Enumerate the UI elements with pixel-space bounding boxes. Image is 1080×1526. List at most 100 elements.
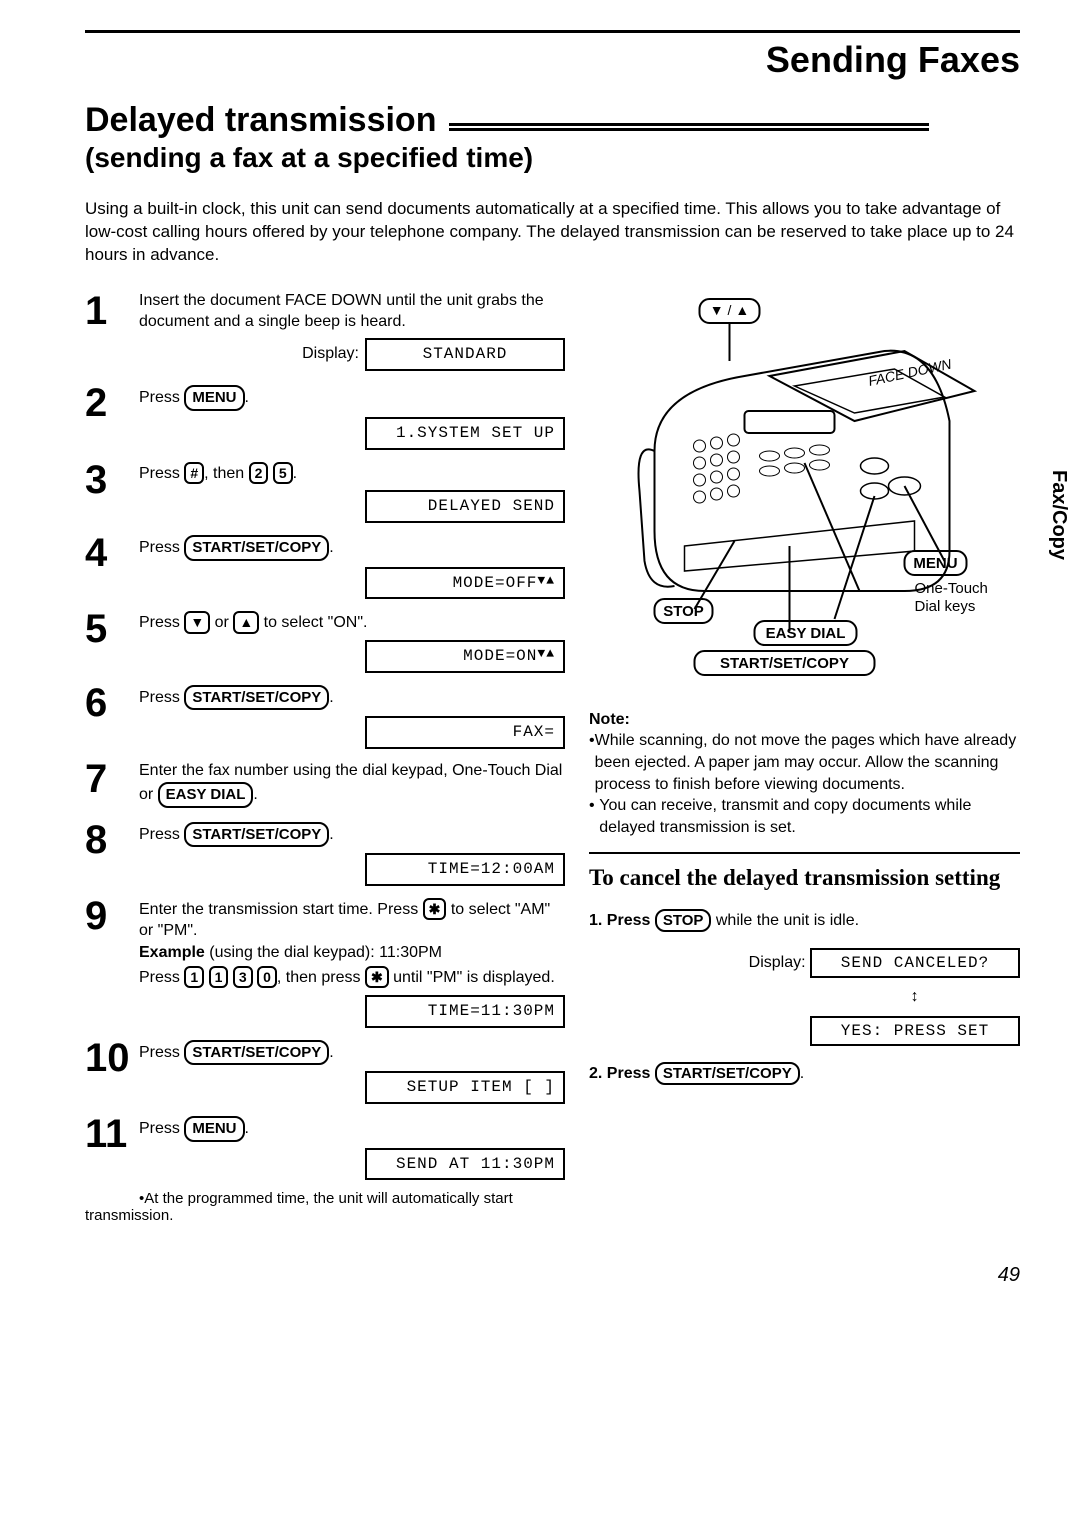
step-text: Insert the document FACE DOWN until the … — [139, 292, 544, 330]
step-text: to select "ON". — [264, 614, 368, 631]
step-text: Press — [139, 826, 184, 843]
page-number: 49 — [85, 1264, 1020, 1287]
star-key[interactable]: ✱ — [423, 898, 447, 920]
diagram-arrows-label: ▼ / ▲ — [710, 302, 749, 318]
step-3: 3 Press #, then 2 5. DELAYED SEND — [85, 460, 565, 524]
digit-key[interactable]: 1 — [209, 966, 229, 988]
step-text: , then — [204, 465, 248, 482]
cancel-step-text: . — [800, 1065, 804, 1082]
step-num: 2 — [85, 383, 139, 449]
step-7: 7 Enter the fax number using the dial ke… — [85, 759, 565, 809]
diagram-onetouch-label: One-Touch — [915, 580, 988, 597]
easydial-button[interactable]: EASY DIAL — [158, 782, 254, 808]
digit-key[interactable]: 3 — [233, 966, 253, 988]
note-block: Note: •While scanning, do not move the p… — [589, 709, 1020, 839]
step-10: 10 Press START/SET/COPY. SETUP ITEM [ ] — [85, 1038, 565, 1104]
title-sub: (sending a fax at a specified time) — [85, 142, 1020, 174]
step-text: . — [293, 465, 297, 482]
step-text: . — [245, 1120, 249, 1137]
fax-diagram: ▼ / ▲ FACE DOWN MENU One-Touch Dial keys… — [589, 291, 1020, 686]
step-text: . — [329, 539, 333, 556]
step-num: 5 — [85, 609, 139, 673]
lcd: STANDARD — [365, 338, 565, 371]
right-column: ▼ / ▲ FACE DOWN MENU One-Touch Dial keys… — [589, 291, 1020, 1225]
step-num: 6 — [85, 683, 139, 749]
separator — [589, 852, 1020, 854]
step-11: 11 Press MENU. SEND AT 11:30PM — [85, 1114, 565, 1180]
title-block: Delayed transmission (sending a fax at a… — [85, 101, 1020, 174]
step-text: Enter the transmission start time. Press — [139, 901, 423, 918]
step-8: 8 Press START/SET/COPY. TIME=12:00AM — [85, 820, 565, 886]
step-num: 1 — [85, 291, 139, 373]
diagram-menu-label: MENU — [913, 555, 957, 572]
cancel-heading: To cancel the delayed transmission setti… — [589, 864, 1020, 893]
down-key[interactable]: ▼ — [184, 611, 210, 633]
step-text: . — [329, 826, 333, 843]
step-text: . — [253, 786, 257, 803]
diagram-stop-label: STOP — [663, 603, 704, 620]
lcd: 1.SYSTEM SET UP — [365, 417, 565, 450]
step-num: 8 — [85, 820, 139, 886]
arrow-icon: ↕ — [810, 984, 1020, 1010]
step-text: Press — [139, 389, 184, 406]
menu-button[interactable]: MENU — [184, 385, 244, 411]
lcd: YES: PRESS SET — [810, 1016, 1020, 1046]
step-num: 11 — [85, 1114, 139, 1180]
cancel-step-text: while the unit is idle. — [716, 912, 859, 929]
up-key[interactable]: ▲ — [233, 611, 259, 633]
lcd: DELAYED SEND — [365, 490, 565, 523]
cancel-steps: 1. Press STOP while the unit is idle. Di… — [589, 909, 1020, 1085]
step-num: 4 — [85, 533, 139, 599]
digit-key[interactable]: 1 — [184, 966, 204, 988]
note-heading: Note: — [589, 709, 1020, 731]
display-label: Display: — [749, 954, 806, 971]
footnote: •At the programmed time, the unit will a… — [85, 1190, 565, 1224]
example-label: Example — [139, 944, 205, 961]
steps-column: 1 Insert the document FACE DOWN until th… — [85, 291, 565, 1225]
lcd: MODE=OFF▼▲ — [365, 567, 565, 600]
facedown-label: FACE DOWN — [867, 355, 954, 388]
start-button[interactable]: START/SET/COPY — [184, 685, 329, 711]
cancel-step-text: 2. Press — [589, 1065, 655, 1082]
step-num: 10 — [85, 1038, 139, 1104]
step-text: Press — [139, 1044, 184, 1061]
step-num: 9 — [85, 896, 139, 1028]
cancel-step-text: 1. Press — [589, 912, 655, 929]
step-text: Press — [139, 614, 184, 631]
start-button[interactable]: START/SET/COPY — [184, 822, 329, 848]
arrows-icon: ▼▲ — [537, 646, 555, 663]
digit-key[interactable]: 0 — [257, 966, 277, 988]
step-1: 1 Insert the document FACE DOWN until th… — [85, 291, 565, 373]
intro-text: Using a built-in clock, this unit can se… — [85, 198, 1020, 267]
start-button[interactable]: START/SET/COPY — [184, 1040, 329, 1066]
title-main: Delayed transmission — [85, 101, 436, 139]
title-rule — [449, 121, 929, 133]
step-text: Press — [139, 689, 184, 706]
lcd: FAX= — [365, 716, 565, 749]
digit-key[interactable]: 5 — [273, 462, 293, 484]
start-button[interactable]: START/SET/COPY — [655, 1062, 800, 1085]
step-text: Press — [139, 465, 184, 482]
lcd: SEND AT 11:30PM — [365, 1148, 565, 1181]
step-6: 6 Press START/SET/COPY. FAX= — [85, 683, 565, 749]
side-tab: Fax/Copy — [1047, 470, 1070, 560]
menu-button[interactable]: MENU — [184, 1116, 244, 1142]
hash-key[interactable]: # — [184, 462, 204, 484]
step-num: 3 — [85, 460, 139, 524]
lcd: SETUP ITEM [ ] — [365, 1071, 565, 1104]
step-text: Press — [139, 539, 184, 556]
diagram-onetouch-label: Dial keys — [915, 598, 976, 615]
star-key[interactable]: ✱ — [365, 966, 389, 988]
step-text: or — [215, 614, 234, 631]
step-text: . — [329, 689, 333, 706]
step-num: 7 — [85, 759, 139, 809]
step-text: (using the dial keypad): 11:30PM — [205, 944, 442, 961]
lcd: TIME=12:00AM — [365, 853, 565, 886]
digit-key[interactable]: 2 — [249, 462, 269, 484]
arrows-icon: ▼▲ — [537, 573, 555, 590]
start-button[interactable]: START/SET/COPY — [184, 535, 329, 561]
stop-button[interactable]: STOP — [655, 909, 712, 932]
diagram-start-label: START/SET/COPY — [720, 655, 849, 672]
step-text: . — [245, 389, 249, 406]
step-9: 9 Enter the transmission start time. Pre… — [85, 896, 565, 1028]
